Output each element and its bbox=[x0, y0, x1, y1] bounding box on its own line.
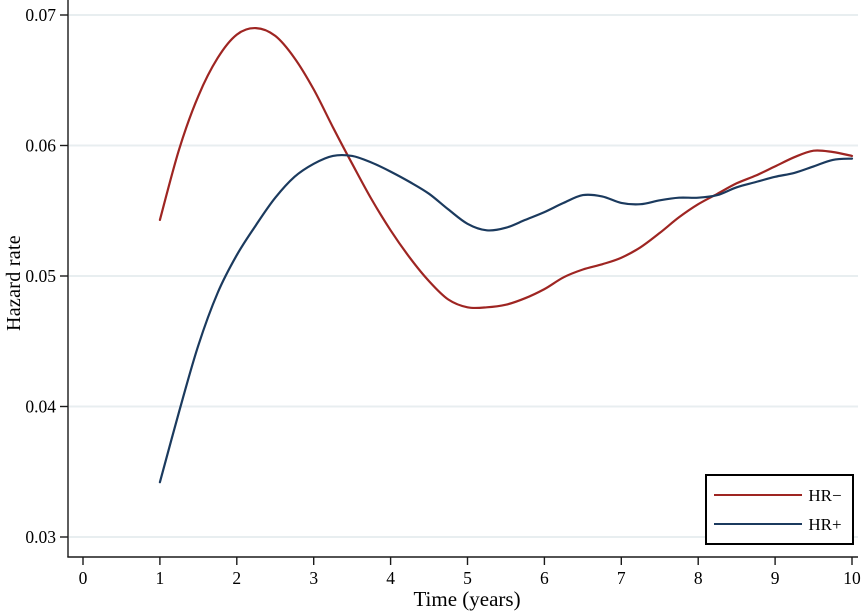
y-tick-label: 0.06 bbox=[25, 136, 56, 156]
hr-plus-line-swatch bbox=[714, 523, 802, 525]
x-tick-label: 0 bbox=[79, 568, 88, 588]
y-tick-label: 0.07 bbox=[25, 5, 56, 25]
legend: HR− HR+ bbox=[705, 474, 854, 545]
y-tick-label: 0.04 bbox=[25, 397, 56, 417]
y-tick-label: 0.03 bbox=[25, 527, 56, 547]
x-tick-label: 1 bbox=[156, 568, 165, 588]
x-tick-label: 10 bbox=[843, 568, 861, 588]
y-axis-title: Hazard rate bbox=[3, 235, 25, 332]
series-line-hr-minus bbox=[158, 26, 854, 310]
x-tick-label: 8 bbox=[694, 568, 703, 588]
x-tick-label: 2 bbox=[232, 568, 241, 588]
x-tick-label: 5 bbox=[463, 568, 472, 588]
x-axis-title: Time (years) bbox=[413, 587, 521, 611]
x-tick-label: 3 bbox=[309, 568, 318, 588]
hr-minus-line-swatch bbox=[714, 494, 802, 496]
x-tick-label: 9 bbox=[771, 568, 780, 588]
legend-label-hr-minus: HR− bbox=[808, 485, 842, 505]
x-tick-label: 6 bbox=[540, 568, 549, 588]
x-tick-label: 7 bbox=[617, 568, 626, 588]
x-tick-label: 4 bbox=[386, 568, 395, 588]
legend-item-hr-plus: HR+ bbox=[714, 516, 848, 533]
legend-label-hr-plus: HR+ bbox=[808, 514, 842, 534]
series-line-hr-plus bbox=[158, 153, 854, 484]
y-tick-label: 0.05 bbox=[25, 266, 56, 286]
legend-item-hr-minus: HR− bbox=[714, 487, 848, 504]
